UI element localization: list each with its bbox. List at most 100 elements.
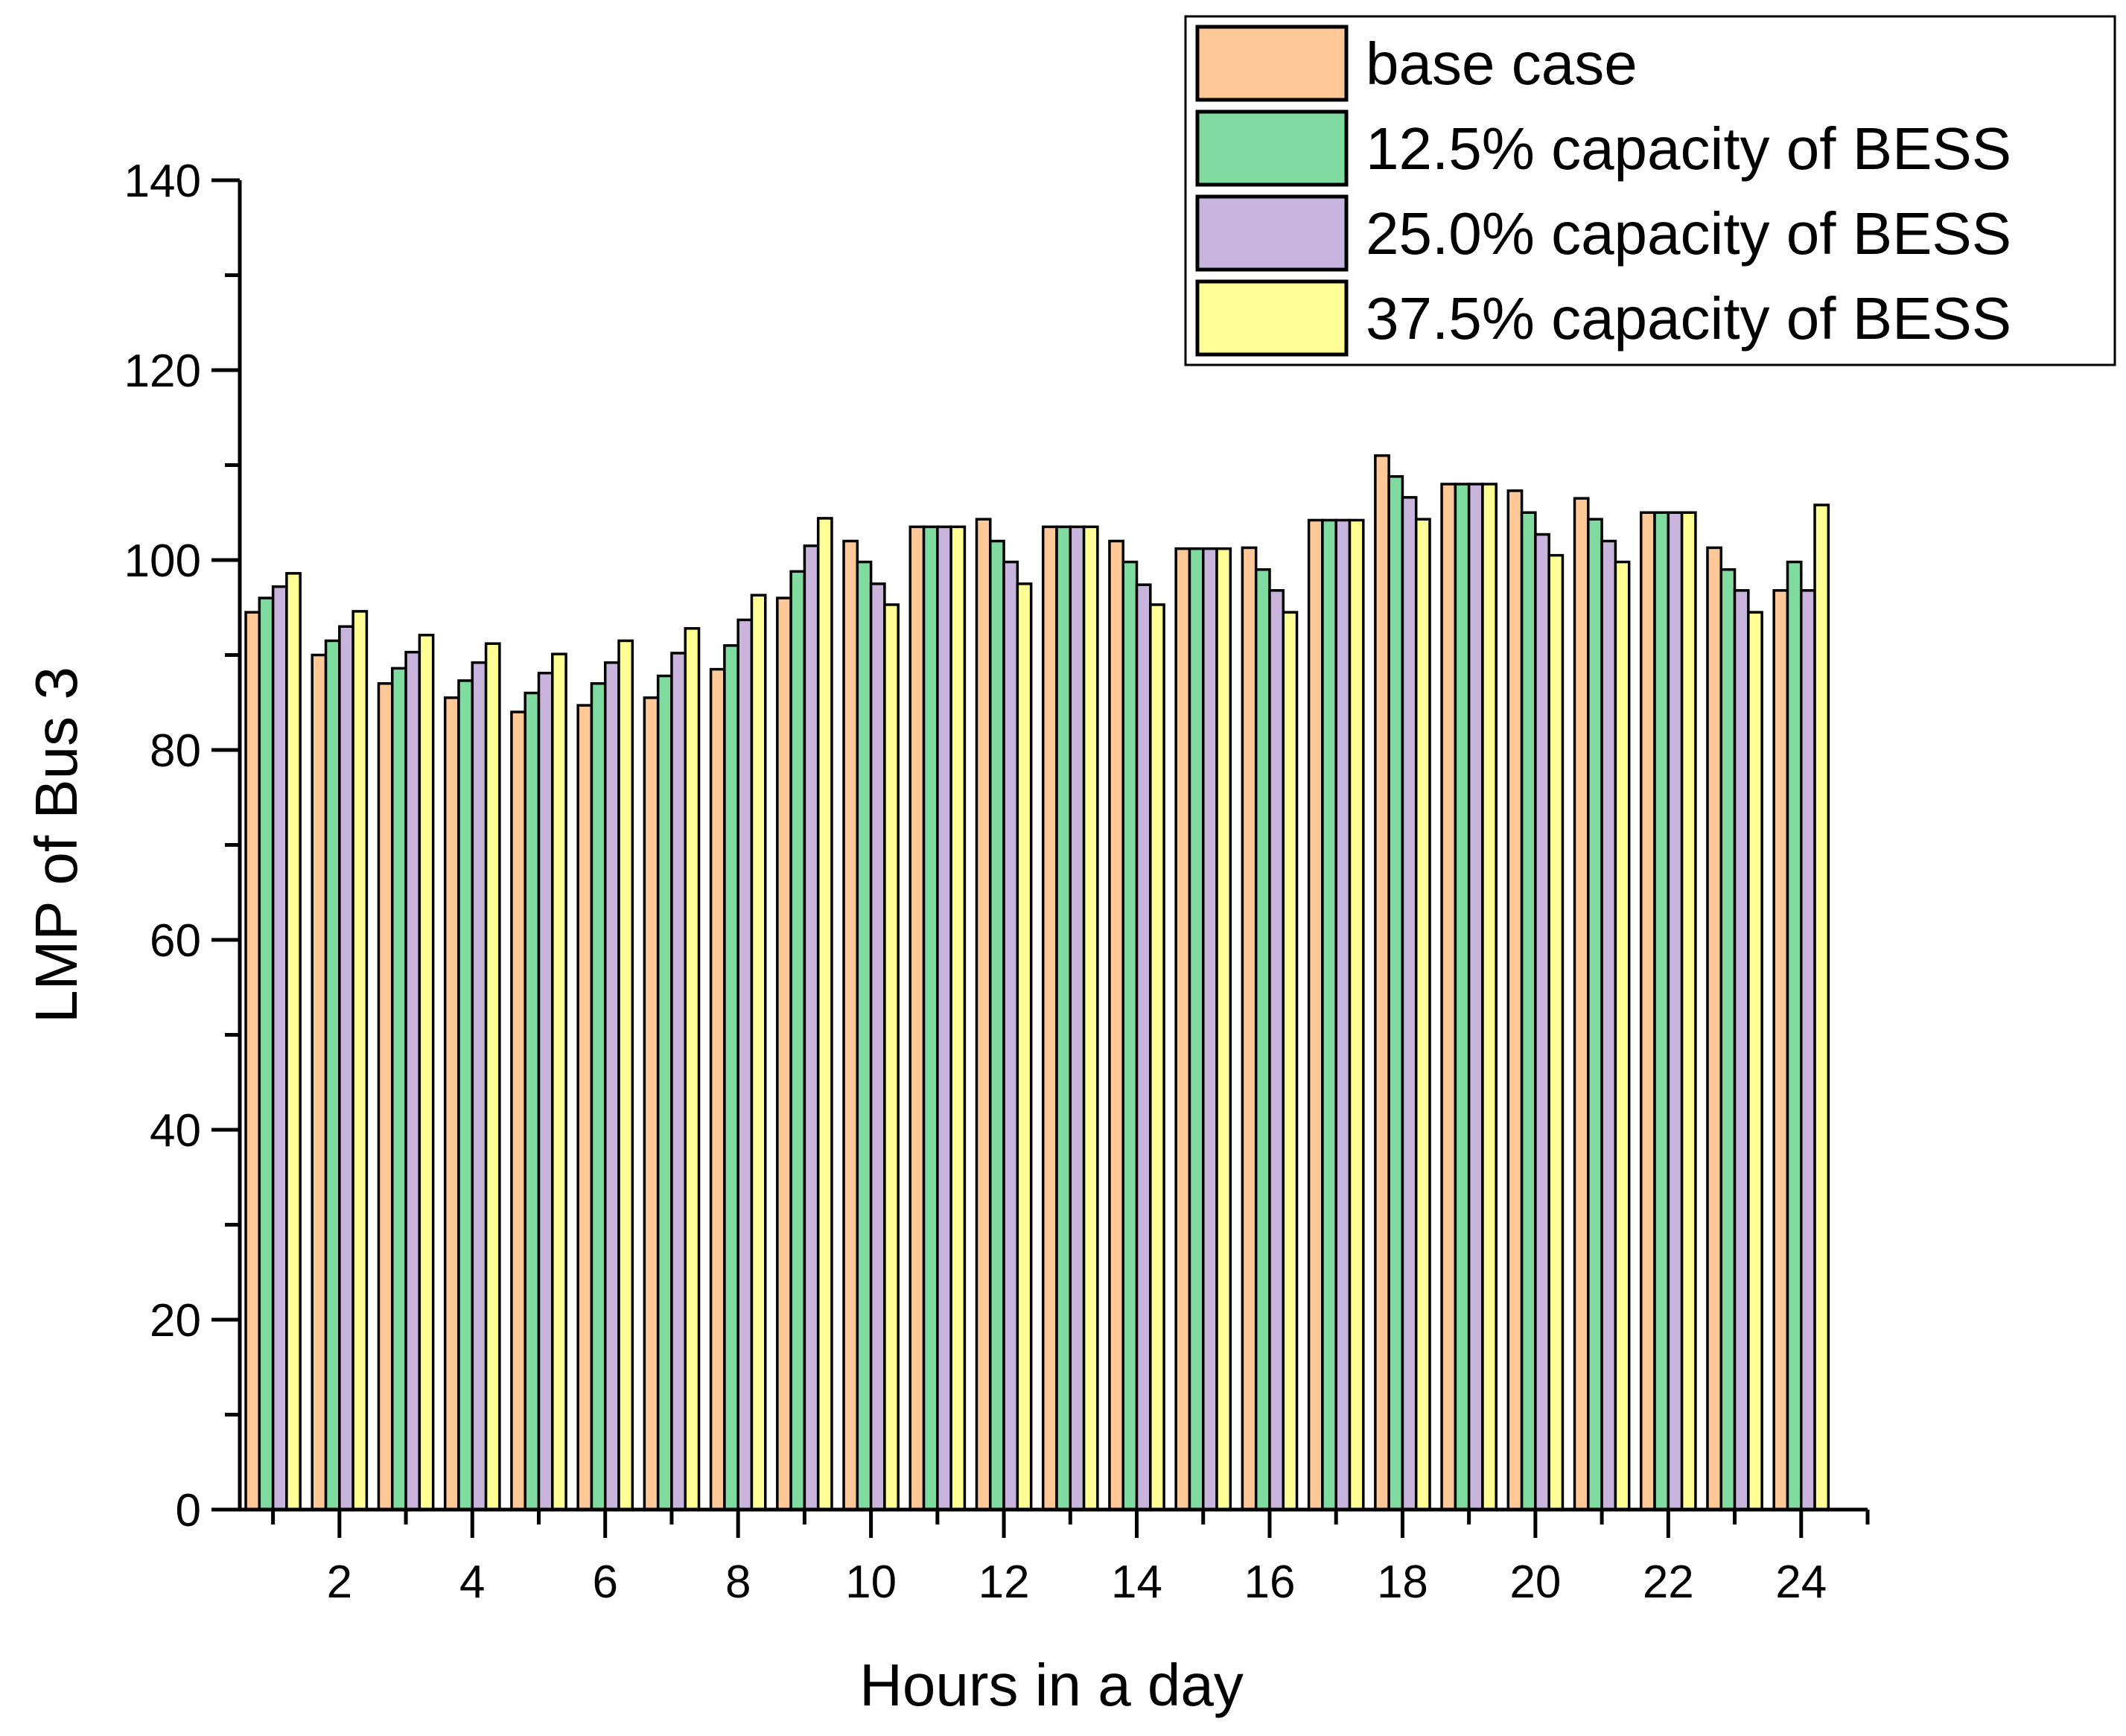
bar-hour-17-series-2 — [1321, 518, 1337, 1511]
bar-hour-14-series-2 — [1121, 560, 1139, 1511]
bar-hour-10-series-2 — [856, 560, 873, 1511]
bar-hour-9-series-1 — [776, 597, 792, 1511]
bar-hour-19-series-4 — [1481, 483, 1498, 1511]
bar-hour-11-series-3 — [936, 525, 952, 1511]
bar-hour-2-series-3 — [338, 625, 354, 1511]
bar-hour-15-series-2 — [1188, 547, 1205, 1511]
x-tick-label: 14 — [1111, 1557, 1162, 1608]
x-tick-label: 8 — [725, 1557, 751, 1608]
bar-hour-9-series-4 — [816, 517, 833, 1511]
bar-hour-20-series-2 — [1520, 511, 1537, 1511]
bar-hour-7-series-3 — [670, 652, 687, 1511]
bar-hour-17-series-1 — [1307, 518, 1324, 1511]
legend-label-series-1: base case — [1366, 31, 1638, 97]
bar-hour-20-series-3 — [1534, 532, 1550, 1511]
x-tick-label: 4 — [459, 1557, 485, 1608]
y-tick-label: 80 — [150, 725, 201, 777]
legend: base case 12.5% capacity of BESS 25.0% cap… — [1184, 15, 2116, 366]
bar-hour-12-series-1 — [975, 518, 992, 1511]
y-axis-title: LMP of Bus 3 — [23, 667, 89, 1023]
bar-hour-4-series-3 — [471, 661, 488, 1511]
bar-hour-3-series-2 — [391, 667, 407, 1511]
bar-hour-19-series-1 — [1440, 483, 1457, 1511]
bar-hour-22-series-1 — [1639, 511, 1656, 1511]
bar-hour-14-series-1 — [1108, 539, 1124, 1511]
bar-hour-14-series-3 — [1135, 583, 1152, 1511]
bar-hour-8-series-1 — [709, 667, 726, 1511]
bar-hour-18-series-3 — [1401, 496, 1418, 1511]
bar-hour-5-series-3 — [537, 671, 554, 1511]
x-tick-label: 16 — [1244, 1557, 1295, 1608]
y-tick-label: 120 — [124, 346, 201, 397]
bar-hour-5-series-1 — [510, 710, 526, 1511]
bar-hour-13-series-2 — [1055, 525, 1072, 1511]
bar-hour-11-series-1 — [908, 525, 926, 1511]
y-tick-label: 140 — [124, 156, 201, 207]
bar-hour-4-series-2 — [457, 679, 474, 1511]
bar-hour-18-series-4 — [1414, 518, 1431, 1511]
bar-hour-16-series-4 — [1282, 611, 1299, 1511]
y-tick-label: 100 — [124, 535, 201, 587]
bar-hour-16-series-2 — [1254, 568, 1271, 1511]
bar-hour-18-series-1 — [1374, 454, 1390, 1511]
bar-hour-12-series-4 — [1016, 582, 1033, 1511]
bar-hour-21-series-3 — [1600, 539, 1617, 1511]
bar-hour-3-series-3 — [404, 650, 421, 1511]
bar-hour-23-series-3 — [1733, 589, 1750, 1511]
legend-swatch-series-3 — [1195, 194, 1349, 272]
bar-hour-22-series-2 — [1653, 511, 1670, 1511]
bar-hour-14-series-4 — [1149, 603, 1165, 1511]
bar-hour-1-series-3 — [271, 585, 288, 1511]
x-tick-label: 20 — [1509, 1557, 1561, 1608]
bar-hour-20-series-4 — [1547, 553, 1565, 1511]
bar-hour-8-series-3 — [736, 618, 754, 1511]
bar-hour-12-series-3 — [1002, 560, 1019, 1511]
bar-hour-22-series-4 — [1680, 511, 1697, 1511]
bar-hour-7-series-2 — [656, 674, 673, 1511]
legend-swatch-series-1 — [1195, 25, 1349, 102]
y-tick-label: 0 — [176, 1485, 201, 1536]
x-tick-label: 10 — [845, 1557, 897, 1608]
x-axis-title: Hours in a day — [859, 1652, 1244, 1718]
bar-hour-24-series-3 — [1800, 589, 1816, 1511]
bar-hour-4-series-4 — [484, 642, 501, 1511]
bar-hour-6-series-3 — [603, 661, 620, 1511]
bar-hour-5-series-4 — [551, 652, 567, 1511]
bar-hour-24-series-2 — [1786, 560, 1803, 1511]
bar-hour-9-series-3 — [803, 544, 820, 1511]
bar-hour-15-series-3 — [1202, 547, 1218, 1511]
y-tick-label: 40 — [150, 1105, 201, 1157]
bar-hour-7-series-1 — [643, 696, 660, 1511]
y-tick-label: 20 — [150, 1295, 201, 1346]
legend-label-series-3: 25.0% capacity of BESS — [1366, 200, 2011, 267]
bar-hour-21-series-4 — [1614, 560, 1631, 1511]
bar-hour-24-series-1 — [1772, 589, 1789, 1511]
bar-hour-1-series-2 — [258, 597, 275, 1511]
bar-hour-16-series-1 — [1241, 546, 1258, 1511]
bar-hour-10-series-1 — [842, 539, 859, 1511]
bar-hour-21-series-2 — [1587, 518, 1603, 1511]
bar-hour-8-series-4 — [750, 594, 767, 1511]
bar-hour-10-series-4 — [883, 603, 900, 1511]
bar-hour-13-series-4 — [1082, 525, 1099, 1511]
bar-hour-20-series-1 — [1506, 489, 1524, 1511]
bar-hour-8-series-2 — [723, 644, 739, 1511]
legend-swatch-series-4 — [1195, 279, 1349, 357]
bar-hour-23-series-2 — [1719, 568, 1737, 1511]
bar-hour-6-series-1 — [576, 704, 593, 1511]
bar-hour-19-series-2 — [1454, 483, 1471, 1511]
x-tick-label: 12 — [978, 1557, 1030, 1608]
bar-hour-15-series-1 — [1174, 547, 1191, 1511]
x-tick-label: 2 — [327, 1557, 352, 1608]
bar-hour-1-series-1 — [244, 611, 261, 1511]
x-tick-label: 22 — [1643, 1557, 1694, 1608]
bar-hour-9-series-2 — [789, 570, 806, 1511]
bar-hour-2-series-2 — [324, 639, 341, 1511]
bar-hour-23-series-4 — [1747, 611, 1763, 1511]
bar-hour-3-series-4 — [418, 633, 435, 1511]
y-tick-label: 60 — [150, 915, 201, 967]
legend-label-series-4: 37.5% capacity of BESS — [1366, 285, 2011, 352]
bar-hour-10-series-3 — [869, 582, 886, 1511]
